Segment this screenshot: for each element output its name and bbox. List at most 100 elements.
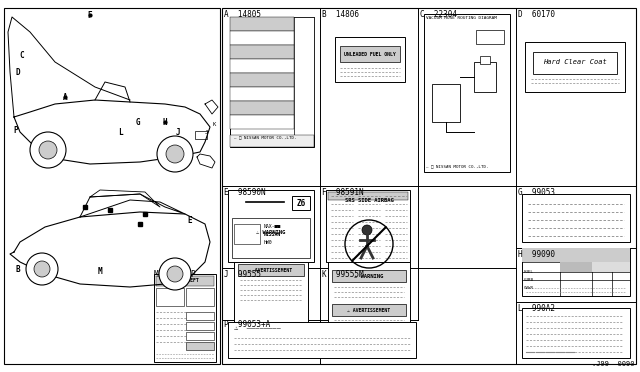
Bar	[234, 194, 308, 352]
Bar	[525, 42, 625, 92]
Text: D: D	[16, 67, 20, 77]
Bar	[522, 308, 630, 358]
Bar	[592, 248, 612, 262]
Bar	[294, 17, 314, 135]
Text: E: E	[188, 215, 192, 224]
Bar	[328, 194, 410, 352]
Bar	[238, 264, 304, 276]
Bar	[432, 84, 460, 122]
Circle shape	[157, 136, 193, 172]
Bar	[230, 17, 314, 147]
Bar	[230, 59, 294, 73]
Bar	[612, 262, 630, 272]
Bar	[522, 248, 630, 296]
Text: HW0: HW0	[264, 240, 273, 244]
Text: B  14806: B 14806	[322, 10, 359, 19]
Text: UNLEADED FUEL ONLY: UNLEADED FUEL ONLY	[344, 51, 396, 57]
Bar	[292, 196, 310, 210]
Text: J  99555: J 99555	[224, 270, 261, 279]
Bar	[332, 270, 406, 282]
Circle shape	[362, 225, 372, 235]
Bar	[228, 322, 416, 358]
Text: FUEL: FUEL	[524, 270, 534, 274]
Bar	[230, 73, 294, 87]
Text: H: H	[163, 118, 167, 126]
Bar	[232, 218, 310, 258]
Bar	[222, 8, 636, 364]
Bar	[474, 62, 496, 92]
Text: ⚠ WARNING: ⚠ WARNING	[257, 230, 285, 234]
Text: CURB: CURB	[524, 278, 534, 282]
Text: NISSAN: NISSAN	[264, 231, 281, 237]
Bar	[592, 262, 612, 272]
Text: ⚠ AVERTISSEMENT: ⚠ AVERTISSEMENT	[250, 267, 292, 273]
Text: H  99090: H 99090	[518, 250, 555, 259]
Bar	[186, 322, 214, 330]
Circle shape	[159, 258, 191, 290]
Bar	[332, 304, 406, 316]
Bar	[560, 262, 592, 272]
Text: F: F	[88, 10, 92, 19]
Bar	[230, 45, 294, 59]
Bar	[533, 52, 617, 74]
Bar	[340, 46, 400, 62]
Bar	[186, 288, 214, 306]
Text: K: K	[212, 122, 216, 126]
Text: A: A	[63, 93, 67, 102]
Bar	[228, 190, 314, 262]
Text: E  98590N: E 98590N	[224, 188, 266, 197]
Text: A  14805: A 14805	[224, 10, 261, 19]
Text: K  99555M: K 99555M	[322, 270, 364, 279]
Circle shape	[26, 253, 58, 285]
Bar	[230, 87, 294, 101]
Bar	[230, 115, 294, 129]
Text: — Ⓝ NISSAN MOTOR CO.,LTD.: — Ⓝ NISSAN MOTOR CO.,LTD.	[234, 135, 296, 139]
Text: M  99072P: M 99072P	[154, 270, 196, 279]
Polygon shape	[80, 194, 185, 217]
Bar	[326, 190, 410, 262]
Text: G: G	[136, 118, 140, 126]
Bar	[238, 226, 304, 238]
Text: C  22304: C 22304	[420, 10, 457, 19]
Text: L  990A2: L 990A2	[518, 304, 555, 313]
Bar	[256, 192, 286, 208]
Bar	[335, 37, 405, 82]
Text: SRS SIDE AIRBAG: SRS SIDE AIRBAG	[344, 198, 394, 203]
Bar	[476, 30, 504, 44]
Bar	[328, 192, 408, 200]
Bar	[156, 288, 184, 306]
Text: ⚠ WARNING: ⚠ WARNING	[355, 273, 383, 279]
Text: J: J	[204, 129, 207, 135]
Text: B: B	[16, 266, 20, 275]
Circle shape	[166, 145, 184, 163]
Text: J: J	[176, 128, 180, 137]
Bar	[4, 8, 220, 364]
Text: G  99053: G 99053	[518, 188, 555, 197]
Text: L: L	[118, 128, 122, 137]
Bar	[154, 274, 216, 362]
Text: F  98591N: F 98591N	[322, 188, 364, 197]
Bar	[186, 312, 214, 320]
Text: D  60170: D 60170	[518, 10, 555, 19]
Bar	[424, 14, 510, 172]
Bar	[156, 276, 214, 286]
Text: — Ⓝ NISSAN MOTOR CO.,LTD.: — Ⓝ NISSAN MOTOR CO.,LTD.	[426, 164, 488, 168]
Text: ANTI-THEFT: ANTI-THEFT	[171, 279, 200, 283]
Circle shape	[34, 261, 50, 277]
Bar	[230, 17, 294, 31]
Circle shape	[30, 132, 66, 168]
Text: P: P	[13, 125, 19, 135]
Bar	[234, 224, 260, 244]
Bar	[480, 56, 490, 64]
Bar	[522, 194, 630, 242]
Text: .J99  0090: .J99 0090	[591, 361, 634, 367]
Text: ⚠  ————————: ⚠ ————————	[234, 325, 281, 331]
Text: NAX-■■: NAX-■■	[264, 224, 281, 228]
Bar	[186, 342, 214, 350]
Text: Z6: Z6	[296, 199, 306, 208]
Bar	[522, 248, 630, 262]
Bar	[195, 131, 207, 139]
Text: M: M	[98, 267, 102, 276]
Circle shape	[167, 266, 183, 282]
Polygon shape	[95, 82, 130, 102]
